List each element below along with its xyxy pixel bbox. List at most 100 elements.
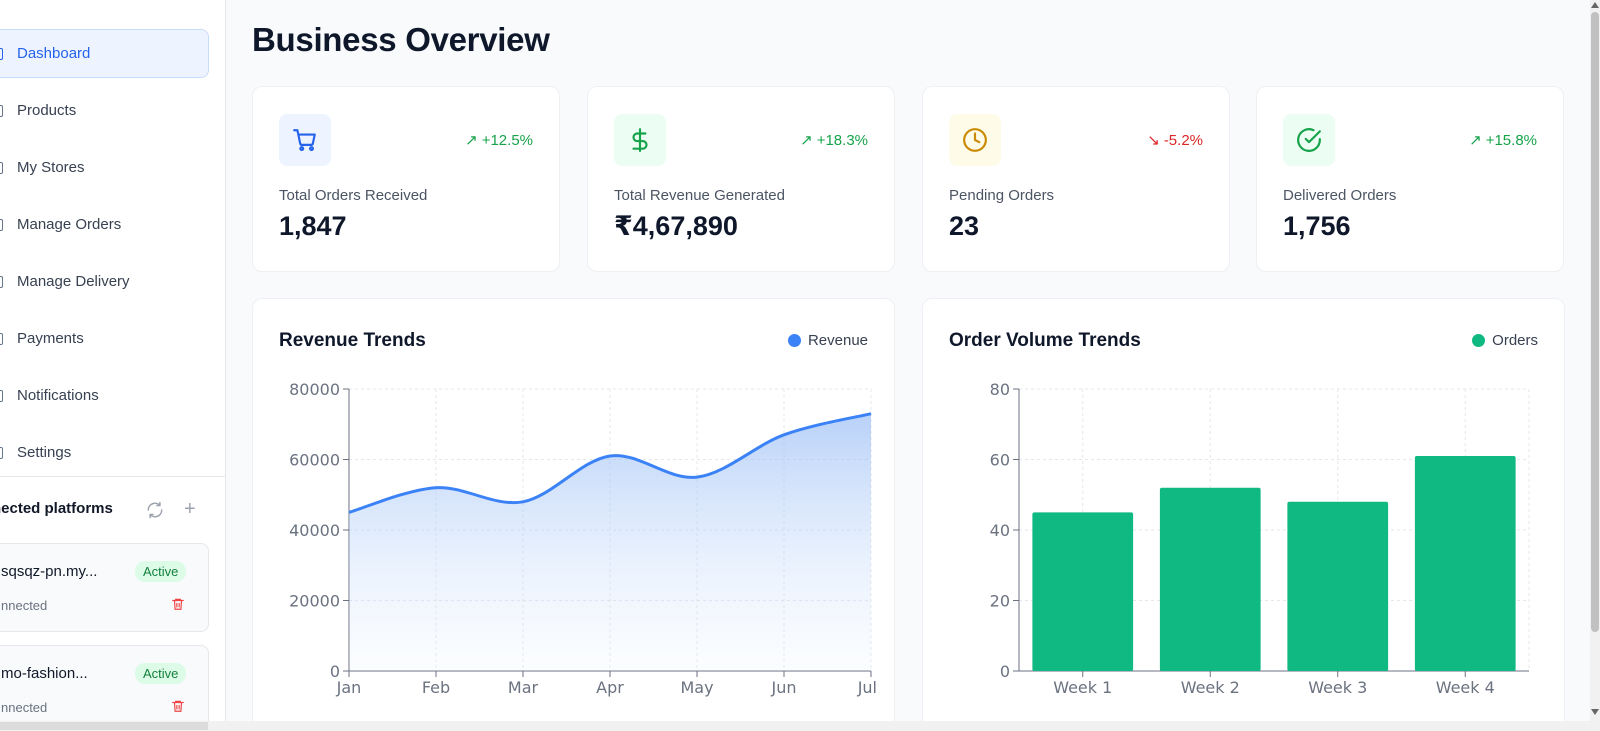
- stat-label: Pending Orders: [949, 187, 1055, 204]
- revenue-chart: 0 20000 40000 60000 80000 Jan Feb Mar Apr May Jun J…: [289, 380, 877, 697]
- y-tick-label: 60: [990, 451, 1010, 470]
- sidebar-item-label: Manage Orders: [17, 216, 122, 233]
- refresh-icon[interactable]: [146, 501, 164, 519]
- platforms-title: nected platforms: [0, 500, 113, 517]
- stat-label: Delivered Orders: [1283, 187, 1397, 204]
- trend-value: +12.5%: [481, 131, 533, 149]
- cart-icon: [0, 218, 3, 231]
- arrow-up-right-icon: ↗: [465, 132, 478, 149]
- scroll-down-arrow[interactable]: [1591, 709, 1599, 715]
- chart-legend[interactable]: Orders: [1472, 332, 1538, 349]
- sidebar-item-label: Notifications: [17, 387, 99, 404]
- y-tick-label: 80: [990, 380, 1010, 399]
- stat-card-total-revenue: ↗ +18.3% Total Revenue Generated ₹4,67,8…: [587, 86, 895, 272]
- stat-card-delivered-orders: ↗ +15.8% Delivered Orders 1,756: [1256, 86, 1564, 272]
- package-icon: [0, 104, 3, 117]
- sidebar-item-label: Products: [17, 102, 77, 119]
- scroll-thumb[interactable]: [0, 722, 208, 730]
- sidebar: Dashboard Products My Stores Manage Orde…: [0, 0, 226, 731]
- chart-legend[interactable]: Revenue: [787, 332, 868, 349]
- sidebar-item-notifications[interactable]: Notifications: [0, 371, 225, 420]
- x-tick-label: Jul: [857, 678, 877, 697]
- dashboard-icon: [0, 47, 3, 60]
- orders-bar: [1032, 512, 1134, 671]
- chart-title: Revenue Trends: [279, 330, 426, 351]
- sidebar-item-payments[interactable]: Payments: [0, 314, 225, 363]
- x-tick-label: Jun: [771, 678, 797, 697]
- platform-card[interactable]: mo-fashion... Active nnected: [0, 645, 209, 731]
- legend-swatch: [787, 334, 801, 347]
- trend-value: -5.2%: [1163, 131, 1203, 149]
- x-tick-label: Mar: [508, 678, 539, 697]
- y-tick-label: 40000: [289, 521, 340, 540]
- dollar-icon: [614, 114, 666, 166]
- legend-label: Orders: [1492, 332, 1538, 349]
- check-circle-icon: [1283, 114, 1335, 166]
- trash-icon[interactable]: [171, 698, 185, 714]
- trend-indicator: ↘ -5.2%: [1147, 131, 1203, 150]
- sidebar-item-label: My Stores: [17, 159, 85, 176]
- x-tick-label: Apr: [596, 678, 624, 697]
- sidebar-item-settings[interactable]: Settings: [0, 428, 225, 477]
- sidebar-item-products[interactable]: Products: [0, 86, 225, 135]
- orders-chart-card: Order Volume Trends Orders 0 20 40 60 80 Week…: [922, 298, 1565, 731]
- stat-card-pending-orders: ↘ -5.2% Pending Orders 23: [922, 86, 1230, 272]
- y-tick-label: 60000: [289, 451, 340, 470]
- clock-icon: [949, 114, 1001, 166]
- scroll-up-arrow[interactable]: [1591, 2, 1599, 8]
- stat-label: Total Orders Received: [279, 187, 428, 204]
- stat-value: 1,756: [1283, 211, 1351, 241]
- trend-value: +15.8%: [1485, 131, 1537, 149]
- add-platform-button[interactable]: +: [184, 498, 196, 520]
- sidebar-item-manage-orders[interactable]: Manage Orders: [0, 200, 225, 249]
- x-tick-label: Week 2: [1181, 678, 1240, 697]
- stat-card-total-orders: ↗ +12.5% Total Orders Received 1,847: [252, 86, 560, 272]
- stat-value: 1,847: [279, 211, 347, 241]
- trash-icon[interactable]: [171, 596, 185, 612]
- sidebar-item-dashboard[interactable]: Dashboard: [0, 29, 209, 78]
- horizontal-scrollbar[interactable]: [0, 721, 1590, 731]
- platform-name: mo-fashion...: [1, 665, 88, 682]
- y-tick-label: 20: [990, 592, 1010, 611]
- orders-bar: [1159, 487, 1261, 671]
- sidebar-item-label: Dashboard: [17, 45, 91, 62]
- truck-icon: [0, 275, 3, 288]
- vertical-scrollbar[interactable]: [1590, 0, 1600, 731]
- sidebar-item-manage-delivery[interactable]: Manage Delivery: [0, 257, 225, 306]
- chart-title: Order Volume Trends: [949, 330, 1141, 351]
- trend-indicator: ↗ +15.8%: [1469, 131, 1537, 150]
- x-tick-label: Feb: [422, 678, 450, 697]
- y-tick-label: 40: [990, 521, 1010, 540]
- orders-bar: [1287, 501, 1389, 671]
- stat-value: 23: [949, 211, 980, 241]
- platform-card[interactable]: sqsqz-pn.my... Active nnected: [0, 543, 209, 632]
- trend-indicator: ↗ +18.3%: [800, 131, 868, 150]
- sidebar-item-label: Payments: [17, 330, 84, 347]
- y-tick-label: 80000: [289, 380, 340, 399]
- y-tick-label: 0: [1000, 662, 1010, 681]
- sidebar-item-my-stores[interactable]: My Stores: [0, 143, 225, 192]
- sidebar-nav: Dashboard Products My Stores Manage Orde…: [0, 29, 225, 485]
- cart-icon: [279, 114, 331, 166]
- stat-label: Total Revenue Generated: [614, 187, 785, 204]
- legend-label: Revenue: [807, 332, 868, 349]
- orders-chart: 0 20 40 60 80 Week 1 Week 2 Week 3 Week 4: [990, 380, 1530, 697]
- trend-indicator: ↗ +12.5%: [465, 131, 533, 150]
- sidebar-item-label: Manage Delivery: [17, 273, 130, 290]
- store-icon: [0, 161, 3, 174]
- revenue-chart-card: Revenue Trends Revenue 0 20000 40000 60000 8…: [252, 298, 895, 731]
- status-badge: Active: [135, 561, 187, 582]
- trend-value: +18.3%: [816, 131, 868, 149]
- y-tick-label: 20000: [289, 592, 340, 611]
- connected-platforms: nected platforms + sqsqz-pn.my... Active…: [0, 476, 225, 731]
- arrow-up-right-icon: ↗: [800, 132, 813, 149]
- orders-bar: [1414, 455, 1516, 671]
- platform-status: nnected: [1, 700, 48, 715]
- sidebar-item-label: Settings: [17, 444, 72, 461]
- scroll-thumb[interactable]: [1591, 12, 1599, 632]
- x-tick-label: Jan: [336, 678, 362, 697]
- revenue-area: [349, 413, 871, 671]
- legend-swatch: [1472, 334, 1486, 347]
- bell-icon: [0, 389, 3, 402]
- x-tick-label: Week 1: [1053, 678, 1112, 697]
